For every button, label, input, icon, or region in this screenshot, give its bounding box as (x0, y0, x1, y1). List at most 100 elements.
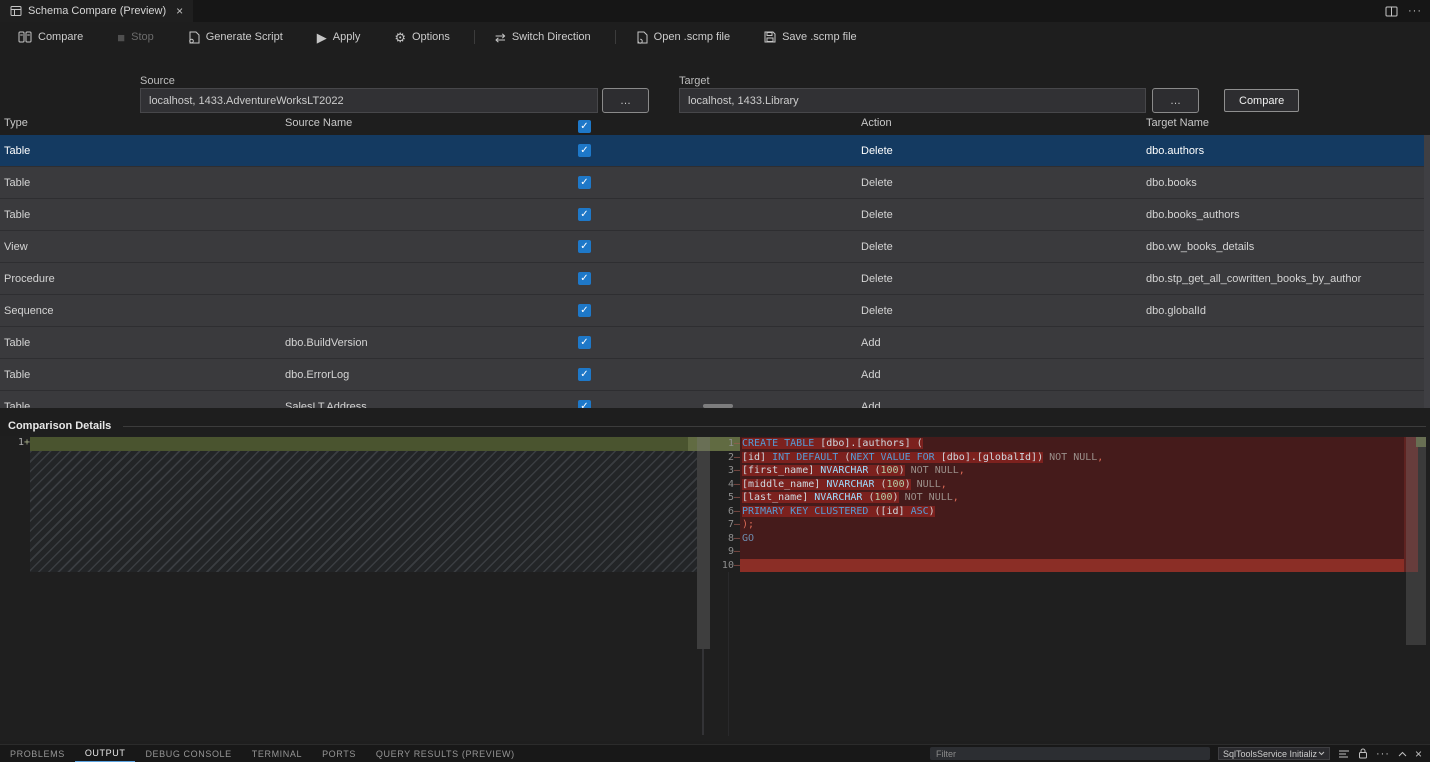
diff-right-lines: CREATE TABLE [dbo].[authors] ([id] INT D… (740, 437, 1406, 572)
output-channel-dropdown[interactable]: SqlToolsService Initializ (1217, 747, 1330, 760)
grid-header: Type Source Name ✓ Action Target Name (0, 117, 1430, 135)
lock-icon[interactable] (1358, 748, 1368, 759)
code-line: [middle_name] NVARCHAR (100) NULL, (740, 477, 1406, 491)
apply-play-icon: ▶ (316, 29, 327, 45)
line-number: 10– (721, 559, 740, 571)
diff-right-gutter: 1– 2– 3– 4– 5– 6– 7– 8– 9– 10– (716, 437, 740, 572)
row-include-checkbox[interactable]: ✓ (578, 208, 591, 221)
table-row[interactable]: Table dbo.BuildVersion ✓ Add (0, 327, 1430, 359)
added-line-highlight (30, 437, 742, 451)
row-include-checkbox[interactable]: ✓ (578, 304, 591, 317)
right-pane-scrollbar-thumb[interactable] (1406, 437, 1426, 645)
removed-line-marker: – (733, 532, 740, 544)
diff-editor: 1+ 1– 2– 3– 4– 5– 6– 7– 8– 9– 10– CREATE TABLE [d… (0, 436, 1430, 741)
diff-right-pane[interactable]: 1– 2– 3– 4– 5– 6– 7– 8– 9– 10– CREATE TABLE [dbo]… (716, 436, 1430, 741)
source-browse-button[interactable]: … (602, 88, 649, 113)
row-include-checkbox[interactable]: ✓ (578, 336, 591, 349)
grid-horizontal-scrollbar[interactable] (703, 404, 733, 408)
removed-line-marker: – (733, 519, 740, 530)
table-row[interactable]: Table ✓ Delete dbo.authors (0, 135, 1430, 167)
code-line: [last_name] NVARCHAR (100) NOT NULL, (740, 491, 1406, 505)
column-header-action[interactable]: Action (861, 117, 892, 129)
open-scmp-button[interactable]: Open .scmp file (626, 27, 740, 48)
table-row[interactable]: Table ✓ Delete dbo.books_authors (0, 199, 1430, 231)
added-line-marker: + (23, 437, 30, 448)
table-row[interactable]: Table SalesLT.Address ✓ Add (0, 391, 1430, 408)
code-line: ); (740, 518, 1406, 532)
column-header-target-name[interactable]: Target Name (1146, 117, 1209, 129)
removed-line-marker: – (733, 478, 740, 490)
target-browse-button[interactable]: … (1152, 88, 1199, 113)
comparison-details-header: Comparison Details (0, 416, 1430, 436)
output-filter-input[interactable] (929, 747, 1210, 760)
panel-more-actions-icon[interactable]: ··· (1375, 747, 1390, 760)
select-all-checkbox[interactable]: ✓ (578, 119, 591, 133)
bottom-panel-bar: PROBLEMS OUTPUT DEBUG CONSOLE TERMINAL P… (0, 744, 1430, 762)
table-row[interactable]: Sequence ✓ Delete dbo.globalId (0, 295, 1430, 327)
grid-vertical-scrollbar[interactable] (1424, 135, 1430, 408)
row-include-checkbox[interactable]: ✓ (578, 144, 591, 157)
line-number: 1– (727, 438, 740, 449)
tab-schema-compare[interactable]: Schema Compare (Preview) × (0, 0, 194, 22)
switch-arrows-icon: ⇄ (494, 29, 506, 45)
code-line: CREATE TABLE [dbo].[authors] ( (740, 437, 1406, 451)
source-input[interactable]: localhost, 1433.AdventureWorksLT2022 (140, 88, 598, 113)
diff-left-pane[interactable]: 1+ (0, 436, 742, 741)
options-button[interactable]: ⚙ Options (394, 29, 450, 45)
removed-line-marker: – (733, 546, 740, 557)
editor-more-actions-icon[interactable]: ··· (1408, 5, 1422, 17)
tab-ports[interactable]: PORTS (322, 748, 356, 759)
compare-toolbar-button[interactable]: Compare (8, 27, 93, 47)
code-line: [first_name] NVARCHAR (100) NOT NULL, (740, 464, 1406, 478)
chevron-down-icon (1318, 751, 1325, 756)
line-number: 6– (727, 505, 740, 517)
tab-query-results[interactable]: QUERY RESULTS (PREVIEW) (375, 748, 515, 759)
diff-filler-stripes (30, 451, 697, 572)
split-editor-icon[interactable] (1385, 5, 1398, 18)
column-header-source-name[interactable]: Source Name (285, 117, 353, 129)
source-label: Source (140, 75, 175, 87)
row-include-checkbox[interactable]: ✓ (578, 176, 591, 189)
clear-output-icon[interactable] (1338, 749, 1350, 759)
line-number: 7– (727, 519, 740, 530)
tab-terminal[interactable]: TERMINAL (251, 748, 303, 759)
code-line: [id] INT DEFAULT (NEXT VALUE FOR [dbo].[… (740, 450, 1406, 464)
target-input[interactable]: localhost, 1433.Library (679, 88, 1146, 113)
generate-script-button[interactable]: Generate Script (178, 27, 293, 48)
compare-action-button[interactable]: Compare (1224, 89, 1300, 112)
row-include-checkbox[interactable]: ✓ (578, 272, 591, 285)
table-row[interactable]: View ✓ Delete dbo.vw_books_details (0, 231, 1430, 263)
row-include-checkbox[interactable]: ✓ (578, 368, 591, 381)
gutter-divider-line (728, 572, 729, 736)
stop-button[interactable]: ■ Stop (117, 29, 154, 45)
tab-close-icon[interactable]: × (176, 4, 184, 18)
line-number: 8– (727, 532, 740, 544)
maximize-panel-icon[interactable] (1398, 751, 1407, 757)
added-line-scroll-overlay (688, 437, 742, 451)
table-row[interactable]: Table ✓ Delete dbo.books (0, 167, 1430, 199)
gear-icon: ⚙ (394, 29, 406, 45)
overview-ruler-added-mark (1416, 437, 1426, 447)
table-row[interactable]: Table dbo.ErrorLog ✓ Add (0, 359, 1430, 391)
switch-direction-button[interactable]: ⇄ Switch Direction (494, 29, 591, 45)
save-scmp-button[interactable]: Save .scmp file (754, 27, 867, 47)
removed-line-marker: – (733, 451, 740, 463)
save-floppy-icon (764, 31, 776, 43)
table-row[interactable]: Procedure ✓ Delete dbo.stp_get_all_cowri… (0, 263, 1430, 295)
open-file-icon (636, 31, 648, 44)
close-panel-icon[interactable]: × (1414, 746, 1422, 761)
row-include-checkbox[interactable]: ✓ (578, 240, 591, 253)
editor-tab-bar: Schema Compare (Preview) × ··· (0, 0, 1430, 22)
column-header-type[interactable]: Type (4, 117, 28, 129)
tab-title: Schema Compare (Preview) (28, 5, 167, 17)
tab-debug-console[interactable]: DEBUG CONSOLE (145, 748, 232, 759)
row-include-checkbox[interactable]: ✓ (578, 400, 591, 408)
apply-button[interactable]: ▶ Apply (316, 29, 361, 45)
tab-problems[interactable]: PROBLEMS (10, 748, 65, 759)
tab-output[interactable]: OUTPUT (74, 745, 136, 762)
script-file-icon (188, 31, 200, 44)
line-number: 2– (727, 451, 740, 463)
compare-icon (18, 31, 32, 43)
left-pane-scrollbar-thumb[interactable] (697, 437, 710, 649)
